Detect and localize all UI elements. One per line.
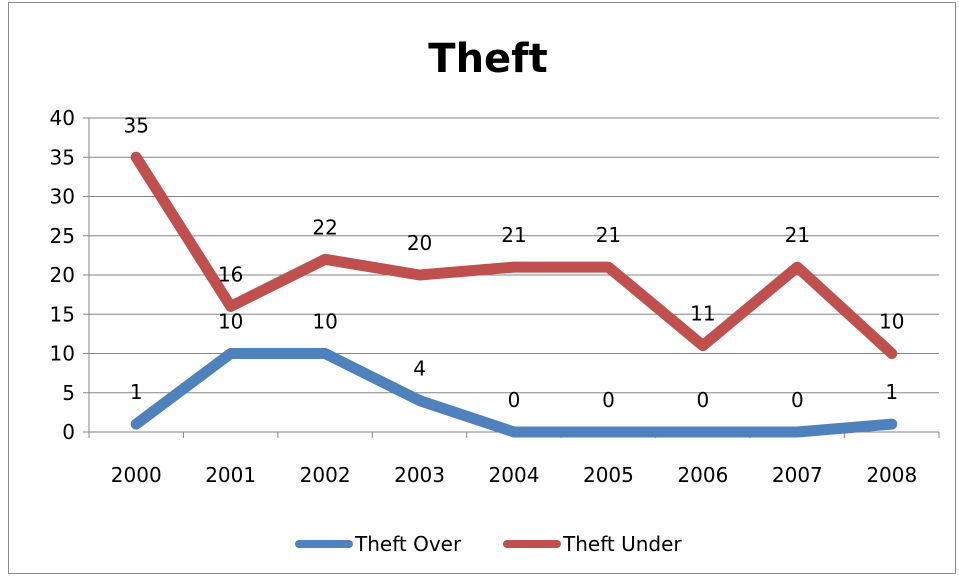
gridlines [89,117,939,394]
data-label: 0 [508,388,521,412]
y-tick-label: 40 [50,106,75,130]
data-label: 11 [690,302,715,326]
x-tick-label: 2002 [300,463,351,487]
y-tick-label: 35 [50,145,75,169]
x-tick-label: 2004 [489,463,540,487]
data-label: 10 [312,310,337,334]
data-label: 20 [407,231,432,255]
data-label: 16 [218,262,243,286]
y-tick-label: 15 [50,302,75,326]
chart-frame [8,2,956,574]
y-tick-label: 5 [62,381,75,405]
data-label: 10 [879,310,904,334]
x-tick-label: 2003 [394,463,445,487]
legend: Theft Over Theft Under [295,532,682,556]
data-label: 1 [130,380,143,404]
data-label: 21 [785,223,810,247]
x-tick-label: 2005 [583,463,634,487]
series-line-0 [130,348,898,438]
y-tick-label: 30 [50,185,75,209]
data-label: 1 [885,380,898,404]
series-line-1 [130,151,898,359]
chart-title: Theft [428,36,547,82]
data-labels: 1 10 10 4 0 0 0 0 1 35 16 22 20 21 21 11 21 10 [123,113,904,412]
series-lines [130,151,898,438]
y-tick-label: 25 [50,224,75,248]
data-label: 21 [501,223,526,247]
y-tick-label: 20 [50,263,75,287]
data-label: 4 [413,357,426,381]
x-tick-label: 2007 [772,463,823,487]
y-tick-label: 0 [62,420,75,444]
x-tick-label: 2006 [677,463,728,487]
data-label: 22 [312,215,337,239]
data-label: 21 [596,223,621,247]
x-tick-label: 2008 [866,463,917,487]
data-label: 0 [697,388,710,412]
data-label: 10 [218,310,243,334]
x-tick-label: 2001 [205,463,256,487]
data-label: 35 [123,113,148,137]
y-tick-label: 10 [50,342,75,366]
data-label: 0 [791,388,804,412]
x-tick-label: 2000 [111,463,162,487]
legend-label: Theft Under [562,532,682,556]
legend-label: Theft Over [354,532,462,556]
data-label: 0 [602,388,615,412]
